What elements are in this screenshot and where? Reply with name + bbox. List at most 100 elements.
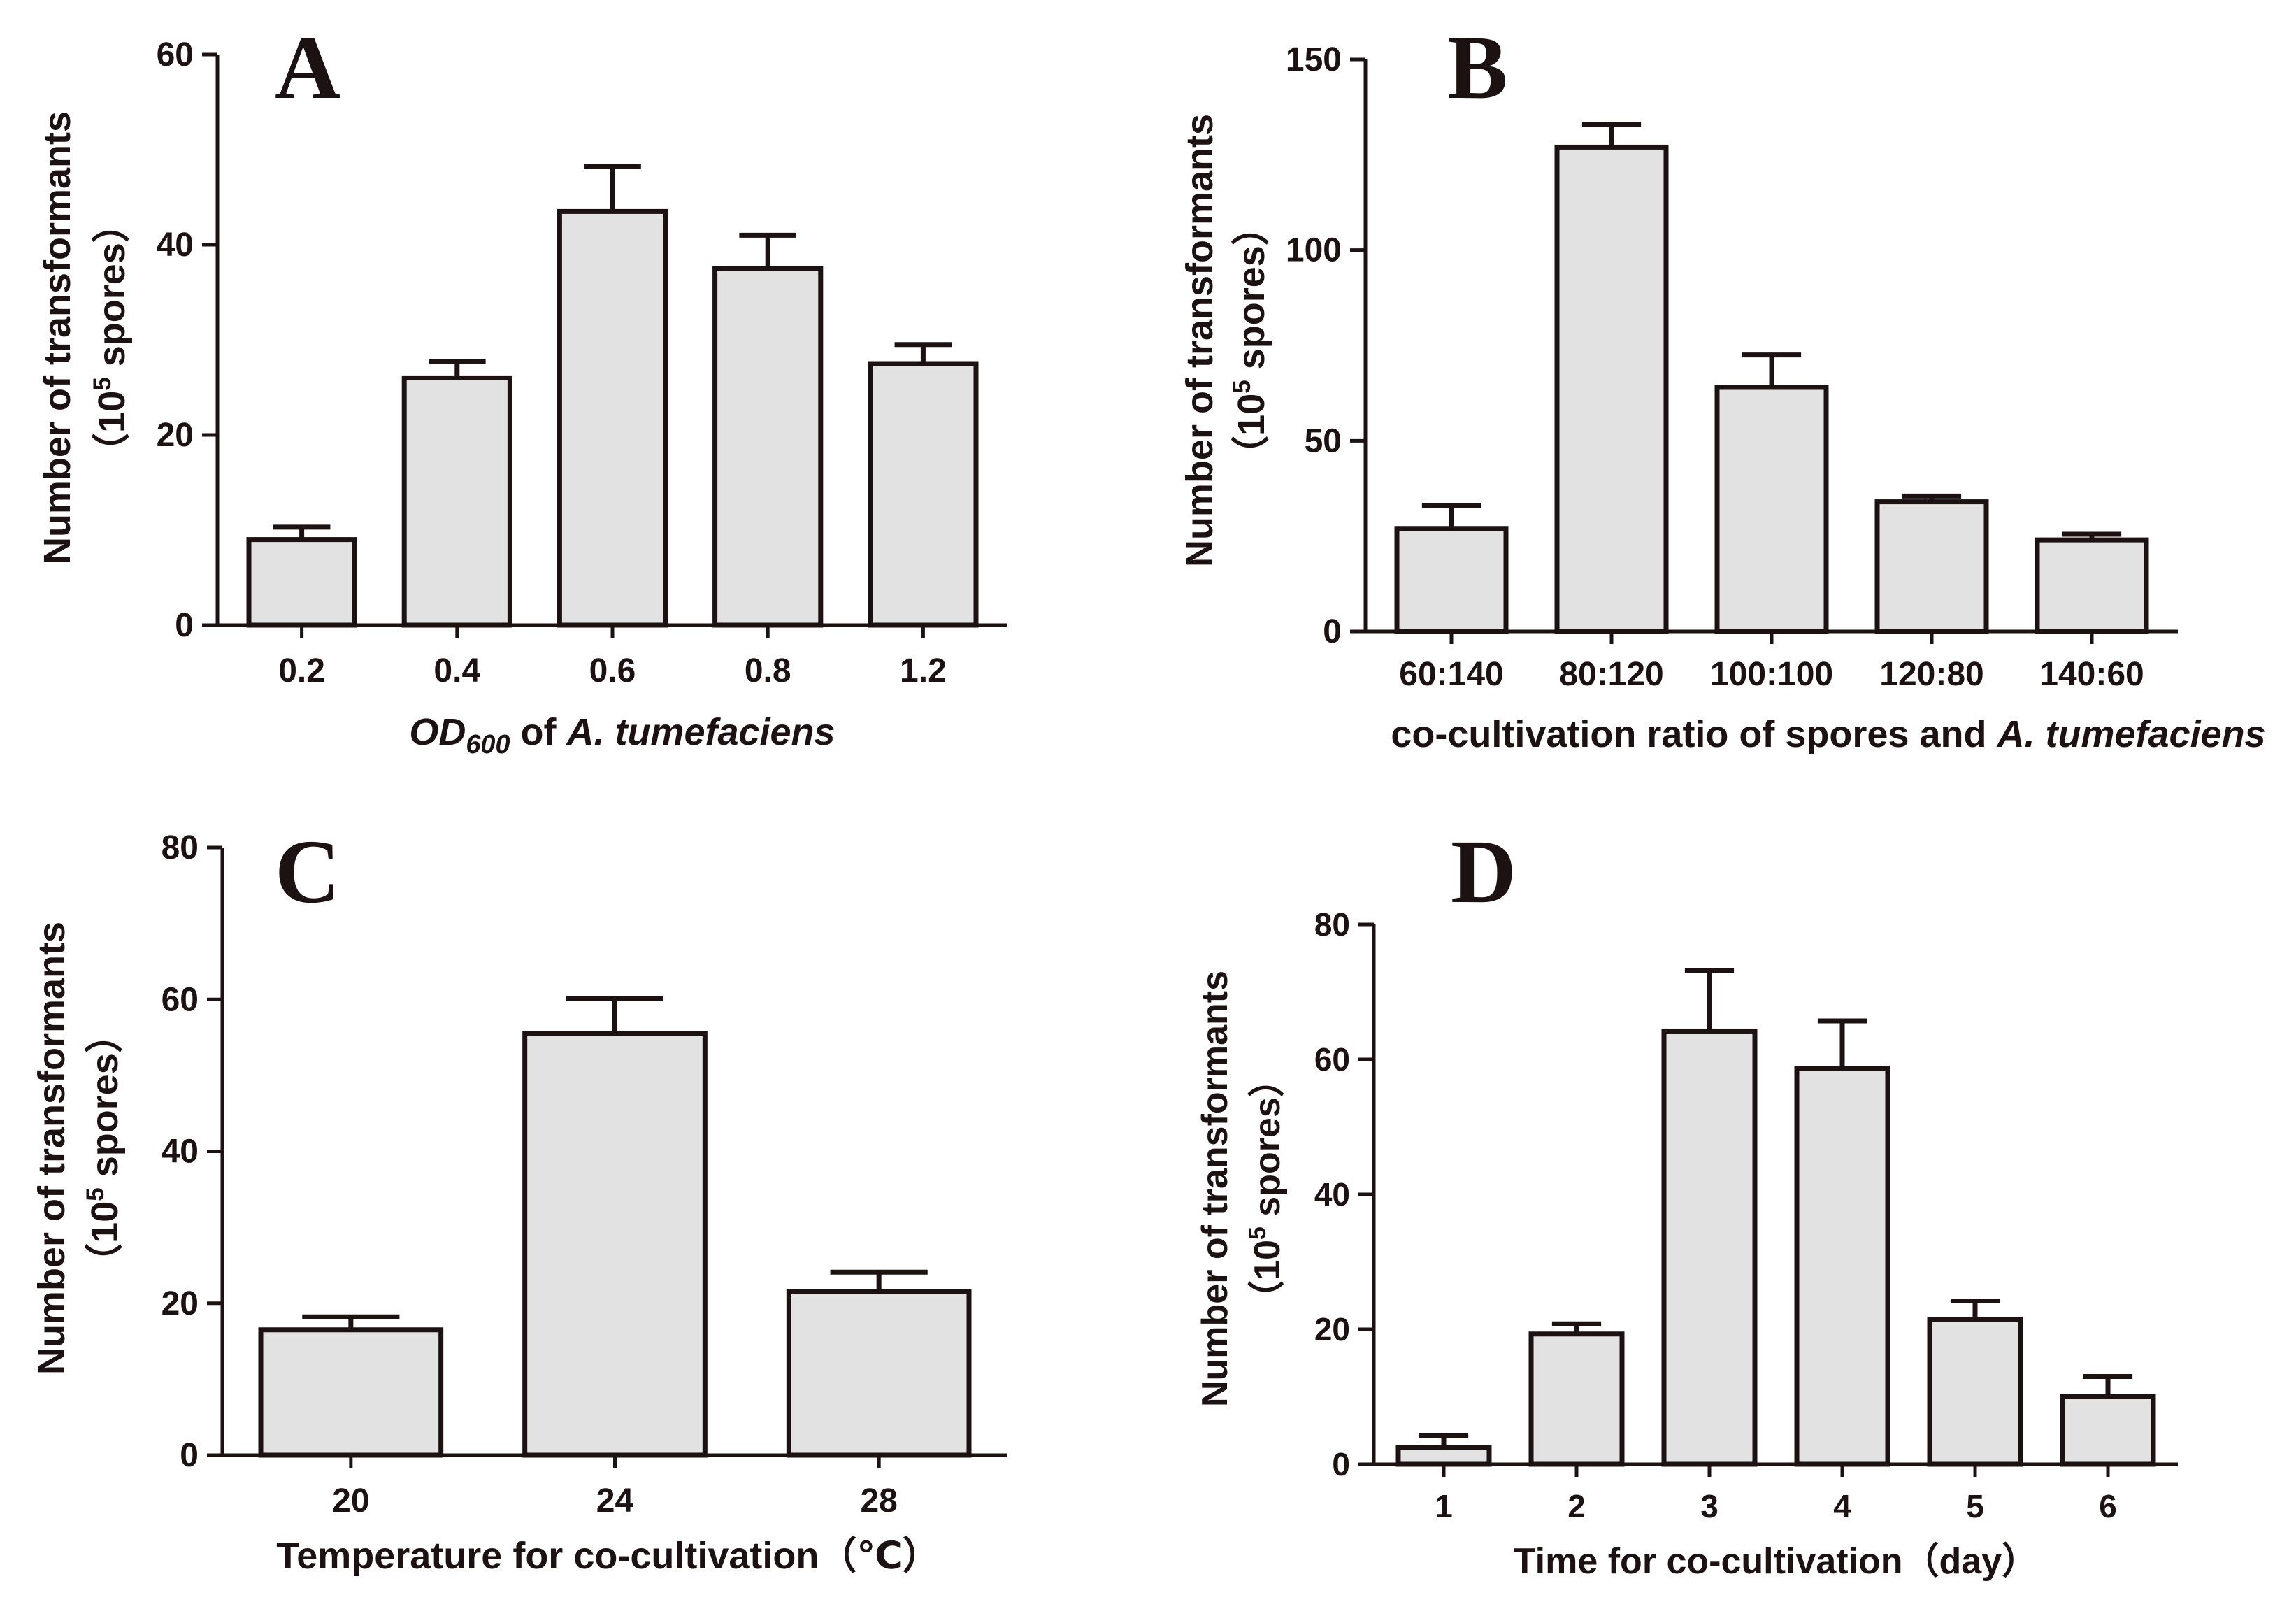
y-tick-label: 0 bbox=[180, 1437, 199, 1474]
x-tick-label: 0.8 bbox=[745, 652, 791, 689]
x-tick-label: 28 bbox=[860, 1482, 897, 1519]
x-tick-label: 80:120 bbox=[1559, 656, 1663, 693]
y-tick-label: 60 bbox=[157, 36, 194, 73]
panel-letter: B bbox=[1447, 17, 1508, 118]
x-tick-label: 24 bbox=[596, 1482, 634, 1519]
panel-letter: A bbox=[275, 17, 340, 118]
bar-d-1 bbox=[1395, 1445, 1492, 1467]
y-tick-label: 80 bbox=[162, 829, 199, 866]
error-bar-d-3 bbox=[1684, 968, 1735, 1031]
unit-close: spores） bbox=[1230, 208, 1272, 380]
error-bar-c-1 bbox=[302, 1314, 400, 1330]
panel-letter: C bbox=[275, 822, 340, 922]
error-bar-d-1 bbox=[1419, 1433, 1469, 1447]
bar-b-3 bbox=[1714, 385, 1829, 634]
y-tick-label: 20 bbox=[1314, 1311, 1350, 1347]
x-tick-label: 3 bbox=[1700, 1488, 1719, 1524]
bar-b-1 bbox=[1394, 526, 1509, 634]
x-axis-label-part: 600 bbox=[466, 730, 510, 759]
error-bar-a-4 bbox=[739, 232, 797, 269]
bar-d-5 bbox=[1927, 1317, 2023, 1467]
bar-c-3 bbox=[786, 1289, 972, 1458]
bar-b-2 bbox=[1554, 144, 1669, 634]
unit-superscript: 5 bbox=[1244, 1226, 1271, 1240]
bar-d-3 bbox=[1661, 1028, 1758, 1467]
y-tick-label: 40 bbox=[162, 1133, 199, 1171]
x-tick-label: 100:100 bbox=[1710, 656, 1833, 693]
y-tick-label: 80 bbox=[1314, 906, 1350, 943]
y-tick-label: 0 bbox=[175, 607, 194, 644]
x-axis-label: Time for co-cultivation（day） bbox=[1514, 1541, 2038, 1582]
y-tick-label: 20 bbox=[157, 417, 194, 454]
y-tick-label: 50 bbox=[1305, 422, 1342, 459]
x-tick-label: 4 bbox=[1833, 1488, 1851, 1524]
y-axis-unit-label: （105 spores） bbox=[89, 205, 133, 471]
x-axis-label-part: co-cultivation ratio of spores and bbox=[1391, 713, 1997, 755]
y-axis-label: Number of transformants bbox=[1179, 114, 1221, 567]
bar-a-4 bbox=[712, 266, 824, 628]
bar-c-1 bbox=[258, 1327, 444, 1458]
error-bar-b-2 bbox=[1581, 122, 1642, 148]
y-tick-label: 60 bbox=[1314, 1041, 1350, 1078]
bar-d-4 bbox=[1794, 1066, 1890, 1467]
unit-open: （10 bbox=[1247, 1240, 1288, 1317]
y-tick-label: 0 bbox=[1323, 613, 1342, 650]
unit-superscript: 5 bbox=[82, 1187, 109, 1201]
x-axis-label-part: Time for co-cultivation（day） bbox=[1514, 1541, 2038, 1582]
x-tick-label: 6 bbox=[2099, 1488, 2117, 1524]
bar-b-5 bbox=[2035, 537, 2149, 634]
x-tick-label: 1 bbox=[1435, 1488, 1453, 1524]
x-tick-label: 2 bbox=[1567, 1488, 1586, 1524]
unit-close: spores） bbox=[91, 205, 133, 377]
x-axis-label-part: of bbox=[510, 711, 566, 753]
y-axis-unit-label: （105 spores） bbox=[1244, 1061, 1288, 1317]
y-tick-label: 0 bbox=[1332, 1446, 1350, 1482]
bar-a-5 bbox=[868, 361, 979, 628]
error-bar-b-4 bbox=[1902, 493, 1962, 502]
error-bar-d-2 bbox=[1551, 1321, 1602, 1334]
unit-open: （10 bbox=[84, 1201, 126, 1281]
unit-superscript: 5 bbox=[1228, 380, 1256, 394]
x-tick-label: 0.2 bbox=[278, 652, 325, 689]
bar-c-2 bbox=[522, 1031, 708, 1458]
x-axis-label-part: A. tumefaciens bbox=[565, 711, 835, 753]
x-tick-label: 5 bbox=[1966, 1488, 1984, 1524]
y-axis-label: Number of transformants bbox=[31, 922, 73, 1375]
x-axis-label: Temperature for co-cultivation（℃） bbox=[276, 1535, 940, 1577]
x-tick-label: 0.6 bbox=[589, 652, 636, 689]
y-tick-label: 40 bbox=[157, 227, 194, 264]
unit-open: （10 bbox=[91, 391, 133, 471]
bar-a-2 bbox=[401, 375, 512, 628]
unit-close: spores） bbox=[1247, 1061, 1288, 1226]
y-axis-label: Number of transformants bbox=[36, 111, 78, 564]
error-bar-d-5 bbox=[1950, 1298, 2000, 1319]
x-tick-label: 60:140 bbox=[1399, 656, 1503, 693]
error-bar-a-5 bbox=[894, 342, 952, 364]
chart-panel-b: 60:140 80:120 100:100 120:80 140:60 0 50 100 150… bbox=[1179, 17, 2266, 755]
error-bar-d-6 bbox=[2083, 1374, 2133, 1397]
y-axis-label: Number of transformants bbox=[1195, 971, 1235, 1407]
x-axis-label: co-cultivation ratio of spores and A. tu… bbox=[1391, 713, 2265, 755]
y-tick-label: 20 bbox=[162, 1285, 199, 1322]
error-bar-a-2 bbox=[428, 359, 486, 378]
panel-letter: D bbox=[1451, 822, 1516, 922]
error-bar-a-1 bbox=[273, 524, 331, 540]
y-axis-unit-label: （105 spores） bbox=[82, 1015, 126, 1281]
x-axis-label-part: OD bbox=[409, 711, 466, 753]
x-axis-label-part: A. tumefaciens bbox=[1996, 713, 2266, 755]
error-bar-b-5 bbox=[2062, 531, 2122, 541]
bar-b-4 bbox=[1874, 499, 1989, 634]
x-axis-label: OD600 of A. tumefaciens bbox=[409, 711, 835, 759]
error-bar-a-3 bbox=[584, 164, 641, 212]
y-tick-label: 150 bbox=[1286, 41, 1342, 78]
y-axis-unit-label: （105 spores） bbox=[1228, 208, 1272, 473]
unit-open: （10 bbox=[1230, 394, 1272, 473]
bar-a-3 bbox=[557, 208, 668, 628]
error-bar-b-1 bbox=[1421, 503, 1481, 529]
bar-a-1 bbox=[246, 537, 357, 628]
y-tick-label: 60 bbox=[162, 981, 199, 1018]
bar-d-6 bbox=[2060, 1394, 2156, 1467]
